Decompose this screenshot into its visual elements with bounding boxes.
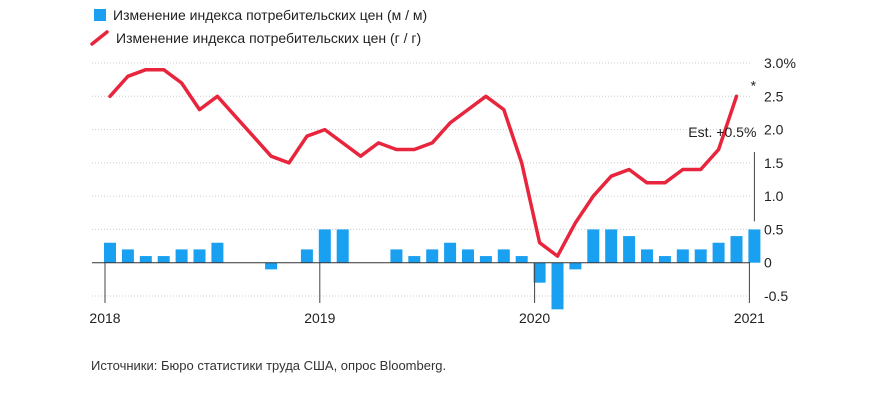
bar-series — [104, 229, 761, 310]
bar — [605, 229, 618, 263]
bar — [623, 236, 636, 263]
bar — [265, 262, 278, 270]
bar — [139, 256, 152, 263]
legend-label-mm: Изменение индекса потребительских цен (м… — [113, 7, 427, 23]
y-tick-label: -0.5 — [764, 288, 788, 304]
estimate-label: Est. +0.5% — [688, 124, 756, 140]
bar — [712, 242, 725, 263]
bar — [426, 249, 439, 263]
x-tick-label: 2018 — [89, 310, 120, 326]
bar — [748, 229, 761, 263]
legend-swatch-line — [90, 30, 109, 46]
bar — [694, 249, 707, 263]
bar — [569, 262, 582, 270]
y-tick-label: 2.0 — [764, 122, 784, 138]
y-tick-label: 1.5 — [764, 155, 784, 171]
bar — [157, 256, 170, 263]
bar — [533, 262, 546, 283]
bar — [193, 249, 206, 263]
bar — [676, 249, 689, 263]
bar — [300, 249, 313, 263]
bar — [408, 256, 421, 263]
bar — [551, 262, 564, 310]
source-note: Источники: Бюро статистики труда США, оп… — [91, 358, 446, 373]
bar — [587, 229, 600, 263]
line-series — [108, 67, 739, 258]
bar — [444, 242, 457, 263]
legend-swatch-bar — [94, 9, 106, 21]
estimate-annotation: Est. +0.5% * — [688, 77, 757, 222]
y-tick-label: 0.5 — [764, 221, 784, 237]
bar — [211, 242, 224, 263]
bar — [462, 249, 474, 263]
y-tick-label: 2.5 — [764, 88, 784, 104]
bar — [318, 229, 331, 263]
bar — [104, 242, 116, 263]
estimate-asterisk: * — [751, 77, 757, 93]
bar — [730, 236, 743, 263]
y-tick-label: 1.0 — [764, 188, 784, 204]
y-tick-label: 0 — [764, 255, 772, 271]
bar — [515, 256, 528, 263]
bar — [497, 249, 510, 263]
y-axis-ticks: 3.0% 2.5 2.0 1.5 1.0 0.5 0 -0.5 — [764, 55, 796, 304]
x-axis: 2018 2019 2020 2021 — [89, 262, 765, 326]
line-path — [108, 67, 739, 258]
bar — [658, 256, 671, 263]
bar — [121, 249, 134, 263]
legend-label-yy: Изменение индекса потребительских цен (г… — [116, 30, 421, 46]
x-tick-label: 2019 — [304, 310, 335, 326]
bar — [479, 256, 492, 263]
x-tick-label: 2020 — [519, 310, 550, 326]
bar — [390, 249, 403, 263]
legend: Изменение индекса потребительских цен (м… — [90, 7, 427, 46]
bar — [641, 249, 653, 263]
bar — [175, 249, 188, 263]
bar — [336, 229, 349, 263]
x-tick-label: 2021 — [734, 310, 765, 326]
y-tick-label: 3.0% — [764, 55, 796, 71]
